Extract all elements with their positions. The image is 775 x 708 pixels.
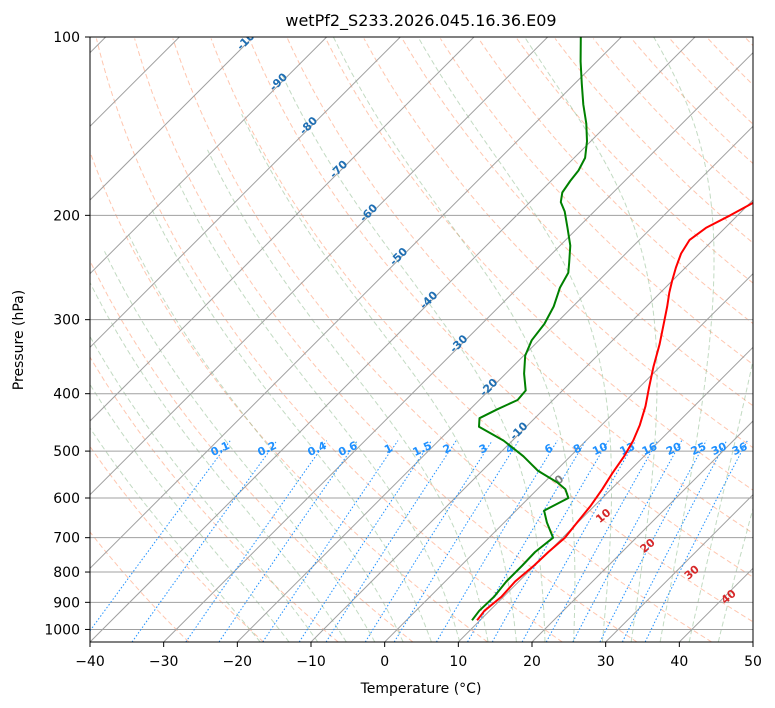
x-tick-label: 50: [744, 654, 762, 670]
moist-adiabat-line: [177, 180, 461, 642]
mixing-ratio-line: [393, 440, 520, 642]
dry-adiabat-line: [516, 38, 753, 284]
y-tick-label: 500: [53, 444, 80, 460]
chart-title: wetPf2_S233.2026.045.16.36.E09: [285, 11, 556, 31]
isotherm-line: [531, 420, 753, 642]
moist-adiabat-line: [127, 233, 404, 642]
x-tick-label: −40: [75, 654, 105, 670]
y-axis-label: Pressure (hPa): [11, 290, 27, 390]
y-tick-label: 600: [53, 491, 80, 507]
dry-adiabat-line: [592, 38, 753, 204]
moist-adiabat-line: [653, 37, 715, 642]
mixing-ratio-label: 10: [590, 440, 610, 458]
isotherm-line: [457, 346, 753, 642]
y-tick-label: 800: [53, 565, 80, 581]
x-tick-label: −10: [296, 654, 326, 670]
isotherm-line: [90, 37, 401, 349]
moist-adiabat-line: [417, 37, 612, 642]
x-tick-label: 10: [449, 654, 467, 670]
y-tick-label: 300: [53, 313, 80, 329]
y-tick-label: 100: [53, 30, 80, 46]
mixing-ratio-line: [435, 440, 558, 642]
dry-adiabat-line: [439, 38, 753, 366]
mixing-ratio-label: 30: [709, 440, 729, 458]
y-tick-label: 400: [53, 387, 80, 403]
moist-adiabat-line: [241, 113, 517, 642]
mixing-ratio-line: [325, 440, 457, 642]
isotherm-line: [236, 125, 753, 642]
profile-lines: [471, 37, 753, 621]
dry-adiabat-line: [172, 38, 712, 642]
mixing-ratio-label: 25: [689, 440, 708, 458]
dry-adiabat-line: [95, 38, 563, 642]
mixing-ratio-label: 20: [664, 440, 684, 458]
moist-adiabat-line: [688, 358, 753, 642]
dry-adiabat-line: [90, 150, 488, 642]
x-tick-label: 30: [597, 654, 615, 670]
isotherm-line: [163, 51, 753, 642]
temperature-profile-line: [476, 201, 753, 621]
isotherm-line: [90, 37, 549, 496]
isotherm-line: [90, 37, 696, 642]
mixing-ratio-line: [599, 440, 707, 642]
dry-adiabat-line: [248, 38, 753, 578]
y-tick-label: 1000: [44, 622, 80, 638]
y-tick-label: 200: [53, 208, 80, 224]
moist-adiabat-line: [104, 251, 376, 642]
mixing-ratio-label: 36: [730, 440, 750, 458]
moist-adiabat-line: [717, 506, 753, 642]
mixing-ratio-line: [364, 440, 493, 642]
isotherm-line: [90, 37, 254, 201]
isotherm-line: [605, 493, 753, 642]
background-lines: [90, 37, 753, 642]
moist-adiabat-line: [90, 281, 347, 642]
dry-adiabat-line: [134, 38, 638, 642]
mixing-ratio-label: 16: [640, 440, 660, 458]
dry-adiabat-line: [401, 38, 753, 407]
y-tick-label: 900: [53, 595, 80, 611]
x-tick-label: −20: [223, 654, 253, 670]
y-tick-label: 700: [53, 531, 80, 547]
mixing-ratio-line: [572, 440, 683, 642]
dry-adiabat-line: [90, 356, 339, 642]
dry-adiabat-line: [478, 38, 753, 325]
x-tick-label: −30: [149, 654, 179, 670]
mixing-ratio-line: [467, 440, 587, 642]
isotherm-line: [90, 37, 328, 275]
mixing-ratio-line: [262, 440, 399, 642]
moist-adiabat-line: [90, 427, 261, 642]
moist-adiabat-line: [332, 37, 576, 642]
mixing-ratio-line: [185, 440, 328, 642]
mixing-ratio-line: [621, 440, 728, 642]
dry-adiabat-line: [90, 259, 414, 642]
plot-frame: [89, 36, 754, 643]
dry-adiabat-line: [363, 38, 753, 449]
isotherm-line: [384, 272, 753, 642]
dry-adiabat-line: [325, 38, 753, 491]
isotherm-line: [90, 37, 622, 570]
isotherm-line: [310, 199, 753, 642]
isotherm-line: [90, 37, 475, 422]
dewpoint-profile-line: [471, 37, 588, 621]
x-tick-label: 0: [380, 654, 389, 670]
mixing-ratio-line: [298, 440, 432, 642]
dry-adiabat-line: [287, 38, 753, 534]
moist-adiabat-line: [151, 208, 432, 642]
mixing-ratio-line: [218, 440, 358, 642]
x-tick-label: 40: [670, 654, 688, 670]
axes: −40 −30 −20 −10 0 10 20 30 40 50 100 200 300 400 500 60…: [44, 30, 762, 670]
moist-adiabat-line: [90, 383, 290, 642]
mixing-ratio-line: [491, 440, 609, 642]
x-axis-label: Temperature (°C): [360, 681, 482, 697]
x-tick-label: 20: [523, 654, 541, 670]
moist-adiabat-line: [524, 37, 658, 642]
